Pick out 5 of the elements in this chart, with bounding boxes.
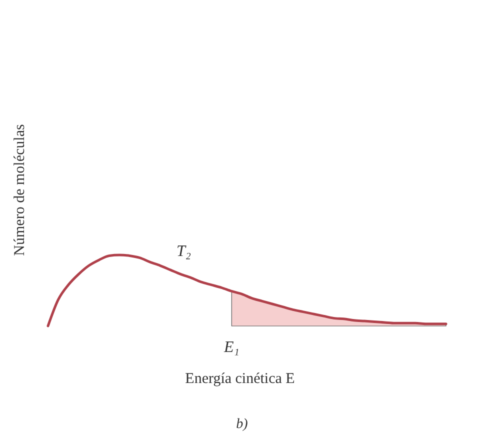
y-axis-title: Número de moléculas bbox=[12, 124, 28, 256]
text: E₁ bbox=[223, 339, 240, 356]
text: b) bbox=[236, 417, 248, 432]
x-axis-title: Energía cinética E bbox=[185, 371, 295, 387]
series-label: T₂ bbox=[176, 242, 192, 260]
